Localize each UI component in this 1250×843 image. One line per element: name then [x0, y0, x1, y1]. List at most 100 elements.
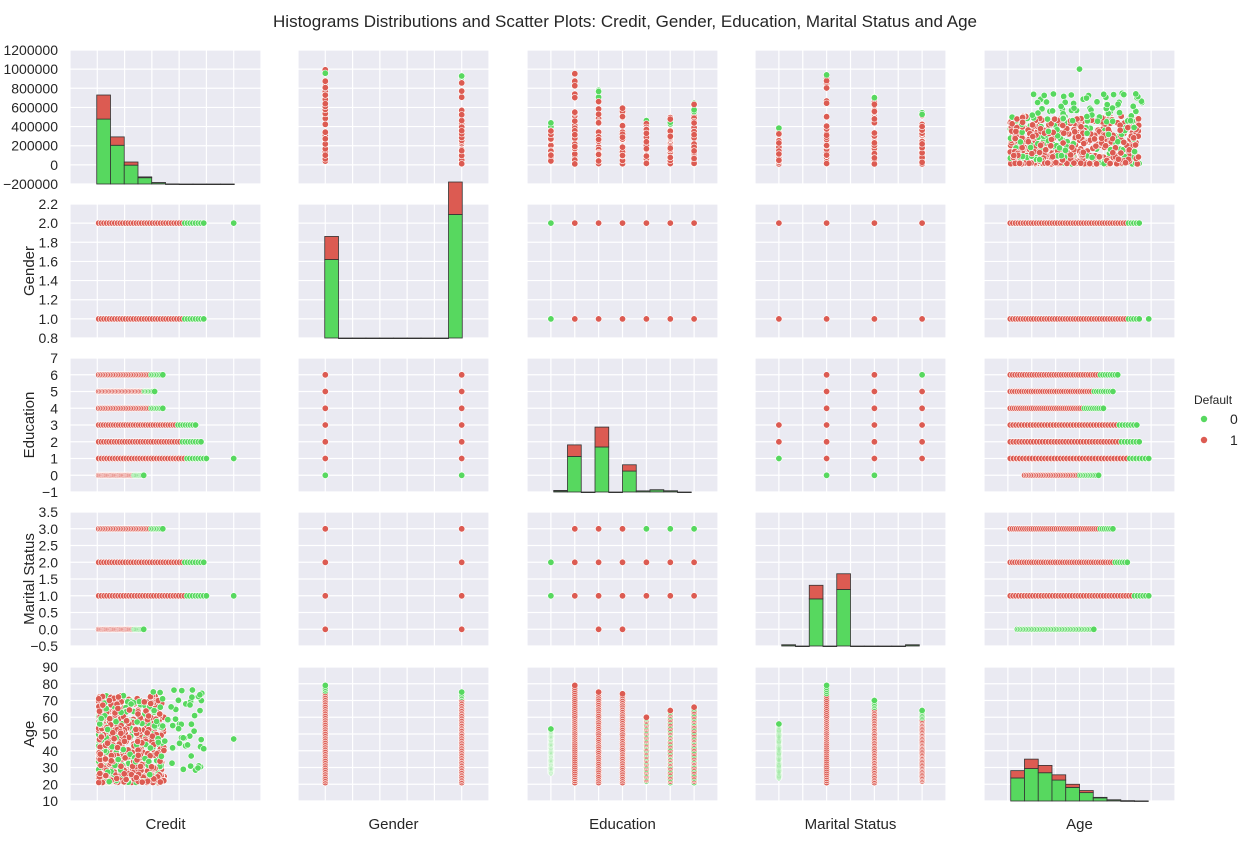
scatter-point [458, 387, 466, 395]
scatter-point [1130, 134, 1138, 142]
scatter-point [1029, 121, 1037, 129]
scatter-point [1077, 159, 1085, 167]
legend-title: Default [1194, 393, 1233, 407]
scatter-point [571, 219, 579, 227]
scatter-point [571, 315, 579, 323]
scatter-point [1114, 155, 1122, 163]
scatter-point [167, 703, 175, 711]
scatter-point [157, 752, 165, 760]
scatter-point [1052, 159, 1060, 167]
scatter-point [149, 688, 157, 696]
scatter-point [96, 707, 104, 715]
histogram-age [1010, 758, 1149, 802]
y-tick-label: 2.0 [39, 215, 59, 231]
scatter-point [1127, 117, 1135, 125]
scatter-point [140, 698, 148, 706]
scatter-point [918, 158, 926, 166]
hist-bar-default-1 [448, 181, 463, 215]
scatter-point [1059, 139, 1067, 147]
scatter-point [618, 592, 626, 600]
hist-bar-default-0 [365, 337, 381, 340]
scatter-point [123, 717, 131, 725]
scatter-point [1010, 152, 1018, 160]
hist-bar-default-0 [393, 337, 408, 340]
scatter-point [823, 77, 831, 85]
hist-bar-default-1 [622, 464, 637, 472]
scatter-point [775, 720, 783, 728]
scatter-points [230, 592, 238, 600]
scatter-point [196, 707, 204, 715]
scatter-point [618, 315, 626, 323]
hist-bar-default-0 [580, 491, 596, 494]
scatter-point [1048, 136, 1056, 144]
scatter-point [200, 315, 208, 323]
scatter-point [918, 123, 926, 131]
scatter-point [230, 454, 238, 462]
scatter-point [571, 681, 579, 689]
scatter-point [458, 87, 466, 95]
hist-bar-default-0 [1024, 768, 1039, 802]
scatter-point [571, 131, 579, 139]
scatter-point [1114, 100, 1122, 108]
scatter-point [196, 691, 204, 699]
scatter-point [321, 135, 329, 143]
scatter-point [1069, 117, 1077, 125]
scatter-point [458, 93, 466, 101]
scatter-point [642, 159, 650, 167]
hist-bar-default-0 [608, 491, 623, 494]
scatter-point [666, 706, 674, 714]
scatter-point [666, 315, 674, 323]
hist-bar-default-1 [1065, 783, 1080, 788]
hist-bar-default-0 [795, 645, 810, 648]
hist-bar-default-1 [1051, 774, 1067, 781]
scatter-point [153, 717, 161, 725]
scatter-point [690, 131, 698, 139]
scatter-point [547, 157, 555, 165]
y-tick-label: 3.0 [39, 521, 59, 537]
scatter-point [775, 124, 783, 132]
y-tick-label: 600000 [11, 99, 58, 115]
scatter-point [918, 454, 926, 462]
scatter-point [1108, 104, 1116, 112]
scatter-point [823, 371, 831, 379]
panel-age-vs-marital-status [754, 666, 947, 802]
scatter-point [1060, 129, 1068, 137]
scatter-point [571, 108, 579, 116]
scatter-point [775, 219, 783, 227]
y-tick-label: −200000 [3, 176, 58, 192]
hist-bar-default-0 [324, 259, 339, 339]
scatter-point [114, 704, 122, 712]
scatter-point [595, 98, 603, 106]
scatter-points [1006, 65, 1146, 168]
scatter-point [458, 371, 466, 379]
scatter-point [230, 735, 238, 743]
hist-bar-default-0 [1037, 772, 1053, 802]
scatter-point [133, 718, 141, 726]
scatter-point [179, 765, 187, 773]
scatter-point [1105, 130, 1113, 138]
scatter-point [159, 404, 167, 412]
scatter-point [197, 438, 205, 446]
scatter-point [321, 471, 329, 479]
scatter-point [1038, 105, 1046, 113]
scatter-point [114, 744, 122, 752]
scatter-point [870, 115, 878, 123]
scatter-point [618, 113, 626, 121]
scatter-points [321, 525, 1153, 633]
scatter-points [95, 219, 208, 323]
panel-education-vs-gender [297, 357, 490, 493]
scatter-point [321, 128, 329, 136]
scatter-point [1120, 91, 1128, 99]
scatter-point [1133, 421, 1141, 429]
y-tick-label: 30 [42, 760, 58, 776]
scatter-point [618, 122, 626, 130]
y-tick-label: 400000 [11, 119, 58, 135]
scatter-point [187, 720, 195, 728]
scatter-point [175, 725, 183, 733]
scatter-point [202, 454, 210, 462]
scatter-point [107, 757, 115, 765]
scatter-point [458, 454, 466, 462]
legend-marker [1200, 415, 1208, 423]
scatter-point [321, 558, 329, 566]
scatter-point [458, 688, 466, 696]
